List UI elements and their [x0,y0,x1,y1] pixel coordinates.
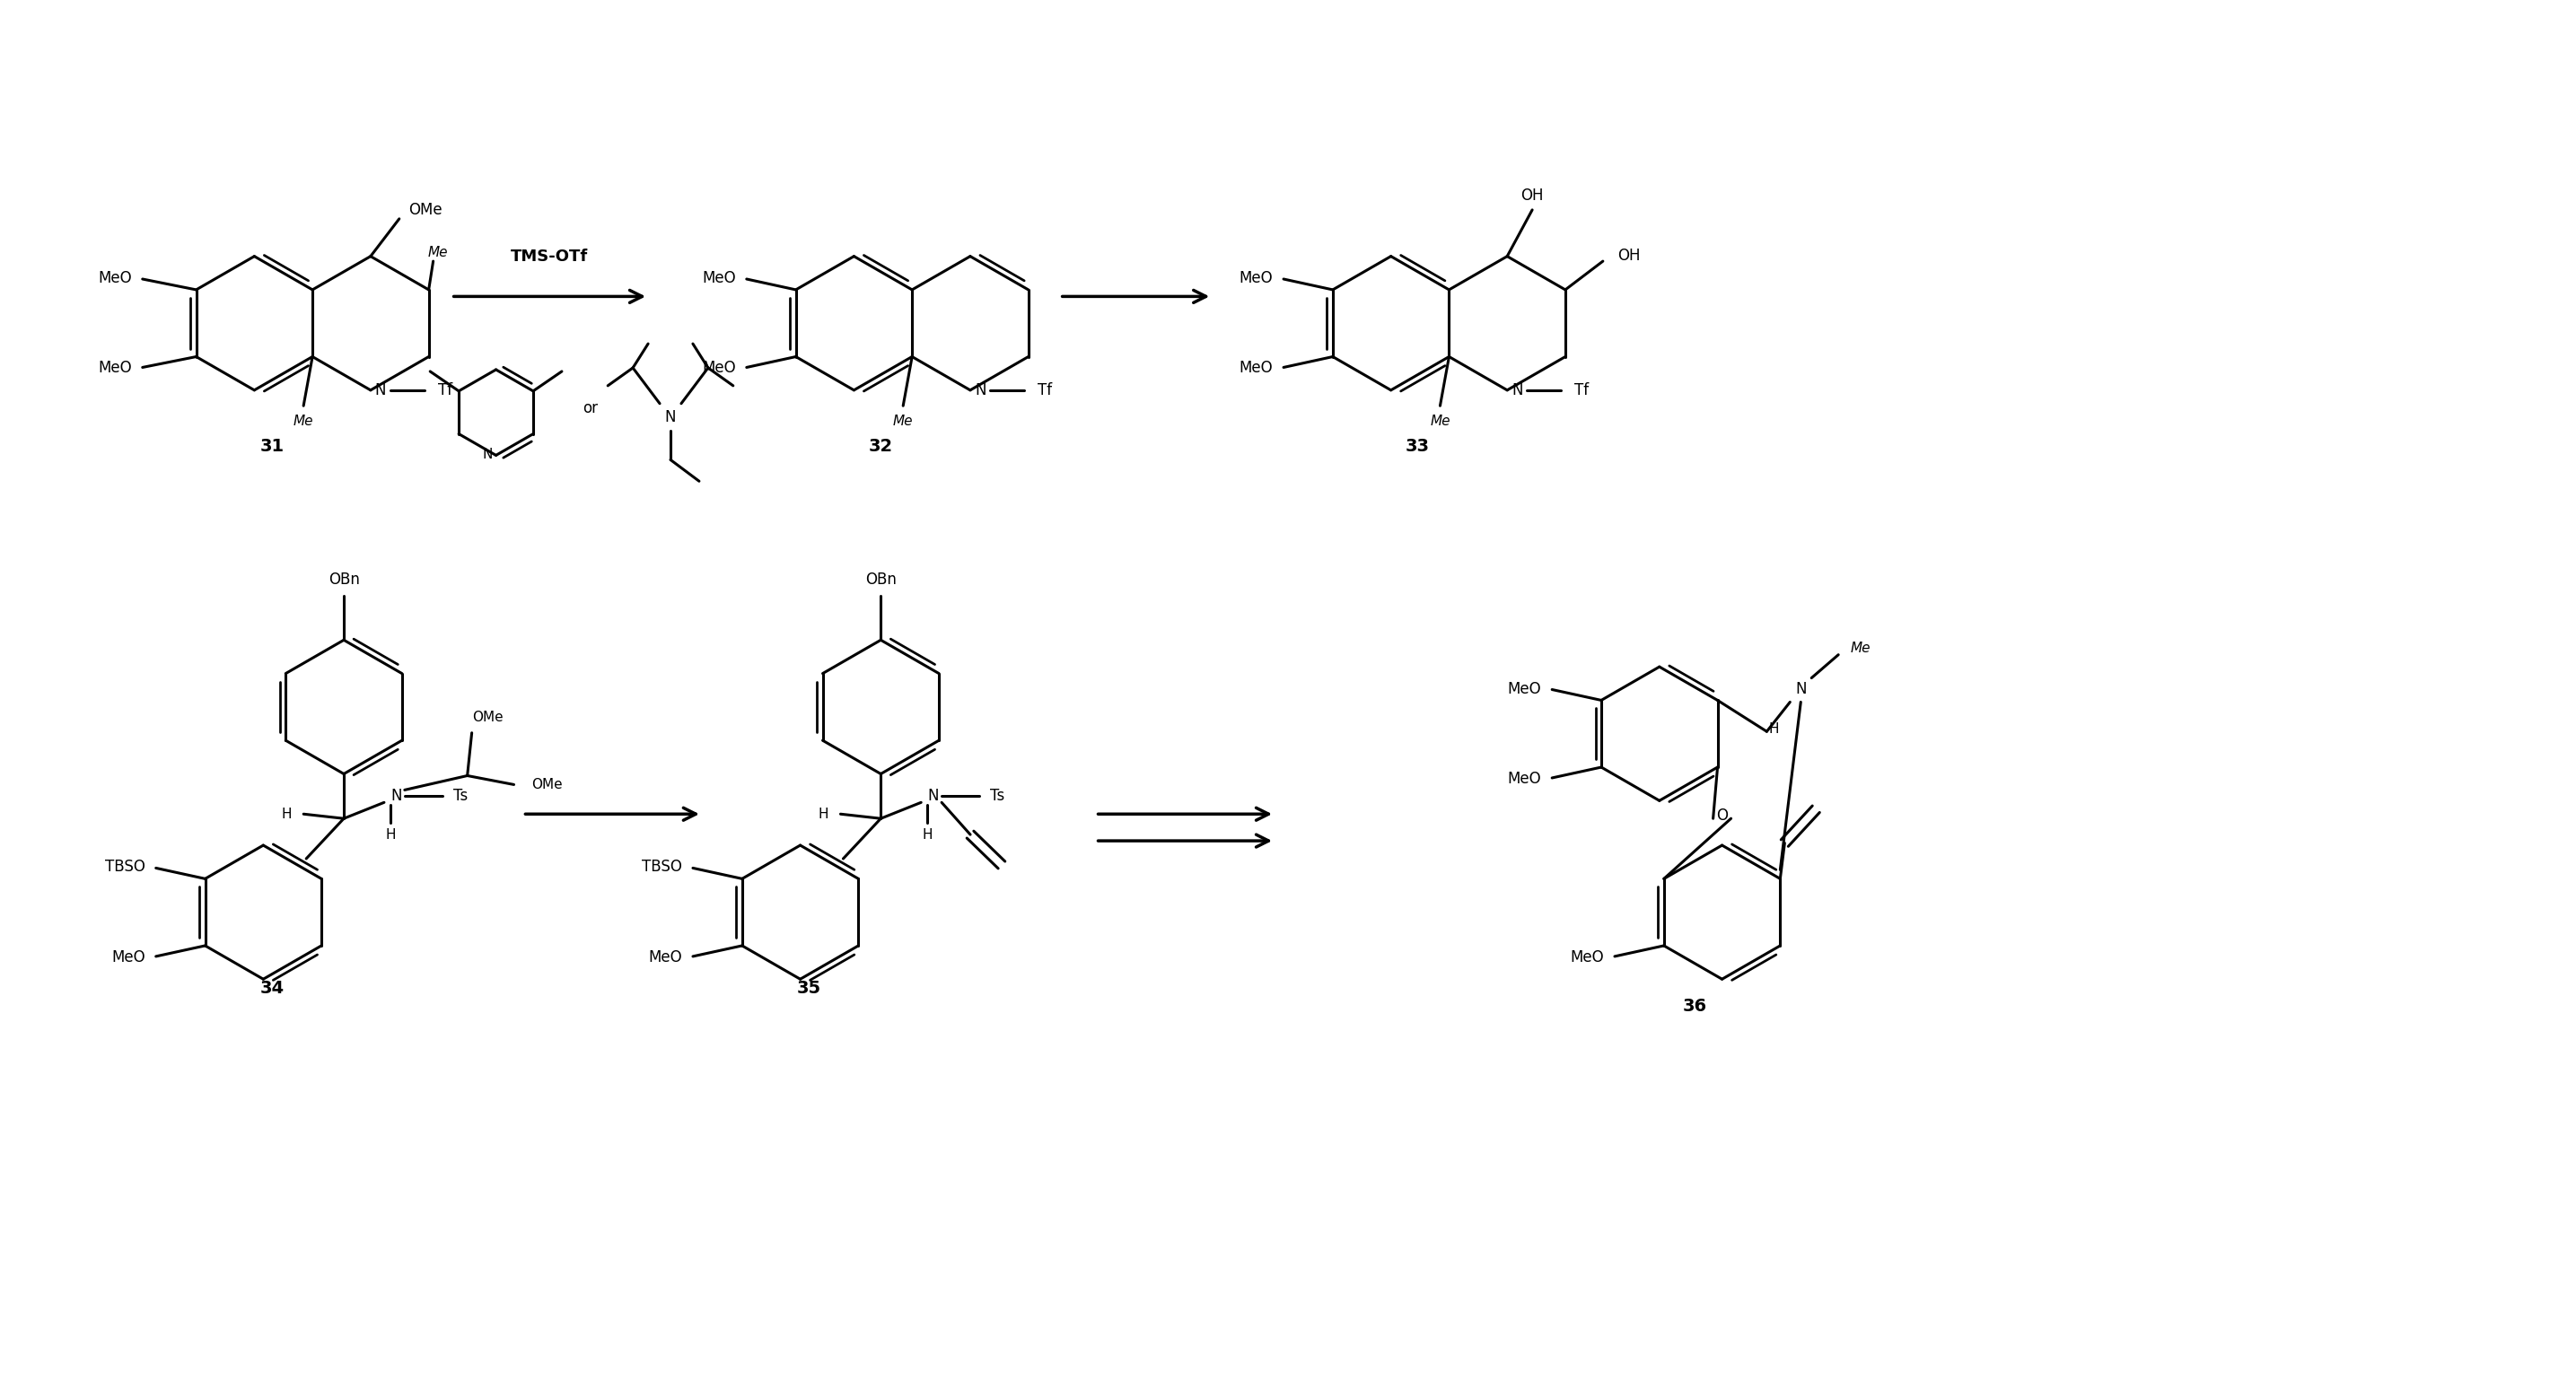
Text: MeO: MeO [703,270,737,286]
Text: TMS-OTf: TMS-OTf [510,248,587,265]
Text: MeO: MeO [1507,770,1540,787]
Text: OH: OH [1618,248,1641,264]
Text: MeO: MeO [1571,949,1605,966]
Text: 31: 31 [260,437,283,455]
Text: Tf: Tf [1038,382,1051,399]
Text: N: N [392,788,402,805]
Text: H: H [819,807,829,821]
Text: MeO: MeO [649,949,683,966]
Text: O: O [1716,807,1728,824]
Text: Me: Me [1430,414,1450,428]
Text: MeO: MeO [1239,360,1273,377]
Text: MeO: MeO [98,270,131,286]
Text: TBSO: TBSO [641,860,683,875]
Text: Me: Me [1850,642,1870,655]
Text: Ts: Ts [989,788,1005,805]
Text: N: N [974,382,987,399]
Text: OMe: OMe [407,201,443,218]
Text: OMe: OMe [531,778,562,791]
Text: N: N [927,788,938,805]
Text: 33: 33 [1406,437,1430,455]
Text: TBSO: TBSO [106,860,144,875]
Text: N: N [1512,382,1522,399]
Text: Me: Me [294,414,314,428]
Text: 35: 35 [796,980,822,996]
Text: MeO: MeO [98,360,131,377]
Text: H: H [386,828,397,842]
Text: Me: Me [428,246,448,259]
Text: OBn: OBn [327,571,361,588]
Text: H: H [1770,722,1780,736]
Text: Tf: Tf [438,382,453,399]
Text: OH: OH [1520,188,1543,204]
Text: H: H [281,807,291,821]
Text: Ts: Ts [453,788,469,805]
Text: N: N [376,382,386,399]
Text: OMe: OMe [471,711,502,724]
Text: MeO: MeO [111,949,144,966]
Text: 32: 32 [868,437,894,455]
Text: MeO: MeO [1507,680,1540,697]
Text: 34: 34 [260,980,283,996]
Text: MeO: MeO [1239,270,1273,286]
Text: Tf: Tf [1574,382,1589,399]
Text: N: N [665,408,675,425]
Text: N: N [482,447,492,461]
Text: MeO: MeO [703,360,737,377]
Text: Me: Me [894,414,914,428]
Text: N: N [1795,680,1806,697]
Text: 36: 36 [1682,998,1708,1014]
Text: or: or [582,400,598,417]
Text: OBn: OBn [866,571,896,588]
Text: H: H [922,828,933,842]
